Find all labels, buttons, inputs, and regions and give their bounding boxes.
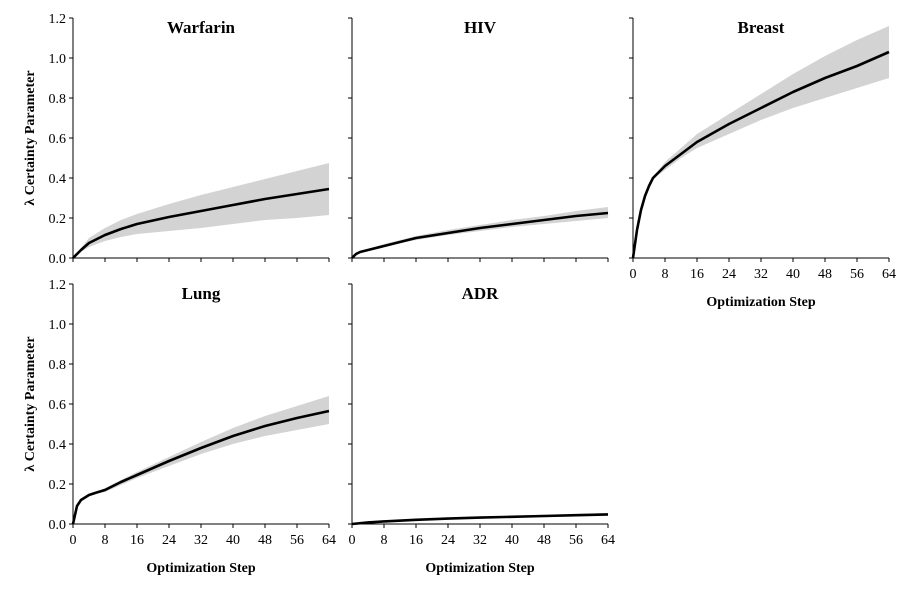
y-tick-label: 0.0 [49,518,67,533]
x-tick-label: 48 [258,533,272,548]
x-axis-label: Optimization Step [146,561,255,576]
x-tick-label: 24 [162,533,176,548]
chart-panel-adr: 0 8 16 24 32 40 48 56 64 ADR Optimization Step [348,283,615,576]
x-tick-label: 8 [381,533,388,548]
y-tick-label: 0.4 [49,438,67,453]
x-axis-label: Optimization Step [706,295,815,310]
y-tick-label: 0.4 [49,172,67,187]
x-tick-label: 32 [754,267,768,282]
chart-panel-hiv: HIV [348,17,609,262]
mean-line [72,187,330,259]
y-tick-label: 0.2 [49,212,67,227]
x-tick-label: 56 [850,267,864,282]
panel-title: HIV [464,18,497,37]
mean-line [71,409,330,525]
y-tick-label: 1.2 [49,278,67,293]
x-tick-label: 16 [409,533,423,548]
x-tick-label: 64 [601,533,615,548]
mean-line [351,513,609,526]
panel-title: ADR [462,284,500,303]
x-tick-label: 56 [569,533,583,548]
x-tick-label: 0 [349,533,356,548]
x-tick-label: 16 [130,533,144,548]
x-tick-label: 24 [441,533,455,548]
x-tick-label: 56 [290,533,304,548]
x-tick-label: 48 [537,533,551,548]
y-tick-label: 1.0 [49,318,67,333]
x-tick-label: 40 [505,533,519,548]
x-tick-label: 0 [70,533,77,548]
mean-line [631,50,890,259]
y-tick-label: 0.6 [49,398,67,413]
mean-line [351,211,609,259]
x-tick-label: 8 [102,533,109,548]
confidence-band [633,26,889,258]
x-tick-label: 16 [690,267,704,282]
confidence-band [352,207,608,258]
x-tick-label: 24 [722,267,736,282]
x-tick-label: 64 [882,267,896,282]
x-tick-label: 40 [786,267,800,282]
chart-panel-breast: 0 8 16 24 32 40 48 56 64 Breast Optimization Step [629,17,896,310]
y-axis-label: λ Certainty Parameter [23,336,38,471]
y-tick-label: 0.2 [49,478,67,493]
y-tick-label: 0.6 [49,132,67,147]
x-tick-label: 0 [630,267,637,282]
x-tick-label: 64 [322,533,336,548]
chart-panel-warfarin: 0.0 0.2 0.4 0.6 0.8 1.0 1.2 Warfarin λ Certainty… [23,12,330,267]
y-tick-label: 0.8 [49,358,67,373]
panel-title: Breast [738,18,785,37]
x-tick-label: 40 [226,533,240,548]
x-axis-label: Optimization Step [425,561,534,576]
y-tick-label: 1.2 [49,12,67,27]
y-tick-label: 0.8 [49,92,67,107]
confidence-band [73,396,329,524]
x-tick-label: 32 [194,533,208,548]
panel-title: Warfarin [167,18,236,37]
y-tick-label: 1.0 [49,52,67,67]
x-tick-label: 8 [662,267,669,282]
x-tick-label: 32 [473,533,487,548]
y-tick-label: 0.0 [49,252,67,267]
x-tick-label: 48 [818,267,832,282]
chart-panel-lung: 0.0 0.2 0.4 0.6 0.8 1.0 1.2 0 8 16 24 32 40 48 56 64 Lun… [23,278,336,576]
y-axis-label: λ Certainty Parameter [23,70,38,205]
panel-title: Lung [182,284,221,303]
